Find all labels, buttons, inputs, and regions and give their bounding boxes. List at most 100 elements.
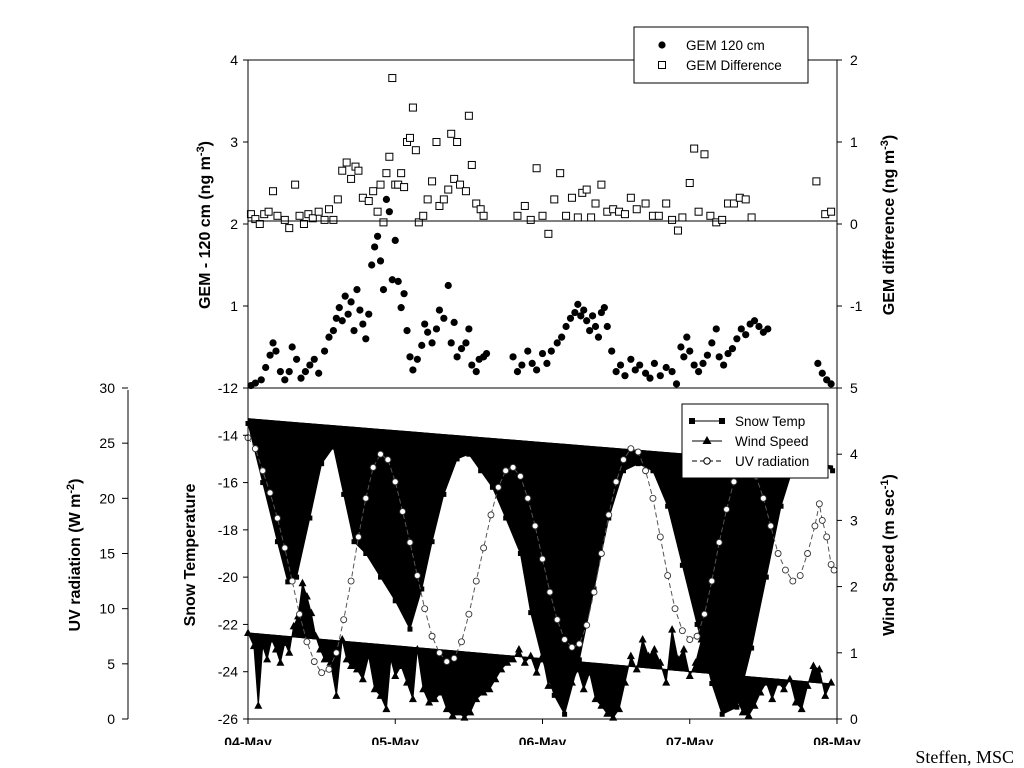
point-uv-radiation	[620, 456, 627, 464]
point-wind-speed	[556, 674, 565, 683]
point-wind-speed	[408, 694, 417, 703]
uv-tick-label: 25	[99, 435, 115, 451]
point-gem-120cm	[356, 306, 364, 314]
point-wind-speed	[338, 635, 347, 643]
point-gem-difference	[397, 169, 406, 178]
point-gem-difference	[314, 207, 323, 216]
point-wind-speed	[715, 684, 724, 693]
point-uv-radiation	[443, 658, 451, 666]
snow-tick-label: -12	[218, 380, 238, 396]
point-wind-speed	[364, 651, 373, 660]
top-left-tick-label: 1	[230, 298, 238, 314]
legend-marker-wind-speed	[702, 436, 712, 444]
legend-marker-snow-temp-end	[719, 418, 725, 424]
point-uv-radiation	[296, 610, 303, 618]
point-gem-120cm	[677, 343, 685, 351]
point-wind-speed	[550, 654, 559, 663]
point-wind-speed	[276, 658, 285, 666]
point-wind-speed	[779, 684, 788, 693]
point-gem-difference	[747, 213, 756, 222]
point-uv-radiation	[575, 640, 583, 648]
point-uv-radiation	[568, 643, 576, 651]
point-gem-120cm	[453, 353, 461, 361]
point-snow-temp	[830, 468, 836, 474]
wind-tick-label: 0	[850, 711, 858, 727]
point-wind-speed	[479, 688, 488, 696]
point-gem-difference	[324, 205, 333, 214]
point-snow-temp	[763, 574, 769, 580]
point-gem-120cm	[600, 304, 608, 312]
point-wind-speed	[567, 678, 576, 686]
point-wind-speed	[615, 704, 624, 713]
point-wind-speed	[756, 688, 765, 696]
point-gem-120cm	[764, 325, 772, 333]
point-gem-difference	[385, 152, 394, 161]
point-snow-temp	[419, 586, 425, 592]
point-snow-temp	[528, 610, 534, 616]
point-gem-120cm	[301, 368, 310, 376]
top-left-tick-label: 4	[230, 52, 238, 68]
point-wind-speed	[454, 707, 463, 716]
point-wind-speed	[285, 648, 294, 656]
point-gem-120cm	[341, 292, 349, 300]
point-gem-120cm	[621, 372, 629, 380]
point-gem-120cm	[543, 359, 551, 367]
point-gem-difference	[467, 160, 476, 169]
point-gem-120cm	[347, 298, 355, 306]
top-right-tick-label: 1	[850, 134, 858, 150]
point-gem-120cm	[586, 327, 594, 335]
point-gem-difference	[280, 215, 289, 224]
point-uv-radiation	[391, 478, 399, 486]
point-gem-120cm	[444, 281, 452, 290]
point-snow-temp	[749, 645, 755, 651]
point-uv-radiation	[597, 550, 605, 557]
point-wind-speed	[785, 674, 794, 683]
point-gem-120cm	[359, 320, 367, 328]
point-snow-temp	[778, 503, 784, 509]
point-gem-120cm	[509, 353, 517, 361]
point-uv-radiation	[399, 508, 407, 516]
point-wind-speed	[791, 697, 800, 706]
point-snow-temp	[719, 711, 725, 717]
point-gem-difference	[450, 174, 459, 183]
point-gem-120cm	[251, 379, 259, 387]
point-gem-120cm	[708, 339, 716, 347]
point-gem-120cm	[350, 327, 358, 335]
top-right-tick-labels: -1 0 1 2	[837, 52, 863, 314]
point-gem-120cm	[641, 369, 650, 377]
point-gem-120cm	[379, 286, 388, 294]
point-uv-radiation	[730, 478, 738, 486]
point-gem-120cm	[656, 372, 664, 380]
point-wind-speed	[827, 678, 836, 686]
uv-tick-label: 20	[99, 490, 115, 506]
point-uv-radiation	[811, 522, 819, 530]
point-gem-120cm	[627, 355, 635, 363]
point-gem-120cm	[533, 366, 541, 374]
top-left-tick-label: 3	[230, 134, 238, 150]
point-gem-120cm	[690, 361, 698, 369]
point-gem-difference	[419, 211, 428, 220]
point-wind-speed	[650, 644, 659, 653]
point-gem-120cm	[424, 328, 432, 336]
point-gem-120cm	[737, 325, 745, 333]
point-gem-120cm	[720, 361, 728, 369]
point-gem-difference	[620, 210, 629, 219]
chart-figure: 1 2 3 4 -1 0 1 2 GEM - 120 cm (ng m-3) GEM dif…	[65, 26, 898, 745]
point-uv-radiation	[782, 566, 789, 574]
point-gem-120cm	[272, 347, 280, 355]
point-snow-temp	[551, 692, 557, 698]
snow-temperature-tick-labels: -26 -24 -22 -20 -18 -16 -14 -12	[218, 380, 248, 727]
point-gem-120cm	[409, 366, 417, 374]
point-gem-difference	[461, 187, 470, 196]
legend-label-gem-difference: GEM Difference	[686, 58, 782, 73]
point-snow-temp	[734, 704, 740, 710]
point-gem-120cm	[388, 276, 396, 284]
point-snow-temp	[635, 461, 641, 467]
point-wind-speed	[732, 694, 741, 703]
point-uv-radiation	[656, 533, 664, 541]
point-uv-radiation	[266, 489, 274, 497]
point-snow-temp	[307, 515, 313, 521]
wind-tick-label: 1	[850, 645, 858, 661]
point-wind-speed	[544, 681, 553, 689]
point-uv-radiation	[796, 572, 804, 580]
